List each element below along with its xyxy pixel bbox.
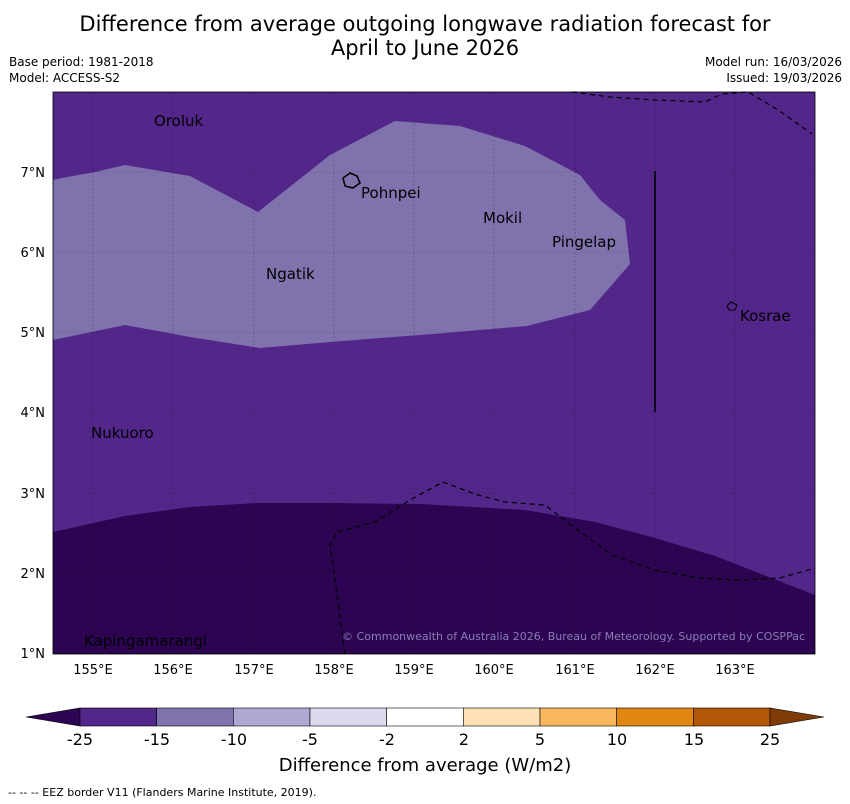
eez-borders	[329, 91, 816, 655]
map-figure: Oroluk Pohnpei Mokil Pingelap Ngatik Kos…	[21, 91, 816, 678]
lat-tick: 7°N	[21, 166, 46, 181]
colorbar-swatch	[386, 707, 464, 727]
base-period: Base period: 1981-2018	[9, 55, 154, 69]
model-name: Model: ACCESS-S2	[9, 71, 121, 85]
lon-tick: 159°E	[394, 663, 434, 678]
copyright-notice: © Commonwealth of Australia 2026, Bureau…	[342, 630, 805, 643]
colorbar-swatch	[463, 707, 541, 727]
place-names: Oroluk Pohnpei Mokil Pingelap Ngatik Kos…	[84, 112, 791, 650]
place-kapingamarangi: Kapingamarangi	[84, 632, 207, 650]
place-oroluk: Oroluk	[154, 112, 203, 130]
colorbar-swatch	[156, 707, 234, 727]
eez-footnote: -- -- -- EEZ border V11 (Flanders Marine…	[8, 786, 317, 799]
map-frame	[52, 91, 816, 655]
colorbar-label: 2	[458, 730, 470, 749]
band-minus15-minus10	[53, 121, 630, 348]
lon-tick: 162°E	[635, 663, 675, 678]
lon-tick: 155°E	[73, 663, 113, 678]
lat-axis: 7°N 6°N 5°N 4°N 3°N 2°N 1°N	[21, 166, 46, 662]
model-run: Model run: 16/03/2026	[704, 55, 842, 69]
lat-tick: 2°N	[21, 567, 46, 582]
chart-title: Difference from average outgoing longwav…	[0, 12, 850, 60]
colorbar-label: -25	[66, 730, 94, 749]
place-pohnpei: Pohnpei	[361, 184, 421, 202]
colorbar-label: -5	[302, 730, 318, 749]
place-kosrae: Kosrae	[740, 307, 791, 325]
place-pingelap: Pingelap	[552, 233, 616, 251]
lon-tick: 161°E	[555, 663, 595, 678]
lon-axis: 155°E 156°E 157°E 158°E 159°E 160°E 161°…	[73, 663, 755, 678]
colorbar-label: -2	[379, 730, 395, 749]
title-line-1: Difference from average outgoing longwav…	[79, 12, 771, 36]
lat-tick: 1°N	[21, 647, 46, 662]
issued-date: Issued: 19/03/2026	[726, 71, 842, 85]
pohnpei-island-shape	[342, 172, 361, 189]
colorbar-swatch	[539, 707, 617, 727]
lon-tick: 163°E	[715, 663, 755, 678]
lon-tick: 157°E	[234, 663, 274, 678]
colorbar-extend-high	[769, 707, 825, 727]
colorbar-swatch	[233, 707, 311, 727]
colorbar-label: 10	[606, 730, 628, 749]
colorbar-label: -10	[220, 730, 248, 749]
lon-tick: 156°E	[153, 663, 193, 678]
meta-right: Model run: 16/03/2026 Issued: 19/03/2026	[705, 54, 842, 86]
place-mokil: Mokil	[483, 209, 522, 227]
colorbar-label: -15	[143, 730, 171, 749]
colorbar-label: 15	[683, 730, 705, 749]
lat-tick: 5°N	[21, 326, 46, 341]
place-ngatik: Ngatik	[266, 265, 315, 283]
colorbar	[25, 707, 825, 727]
colorbar-label: 5	[534, 730, 546, 749]
lat-tick: 4°N	[21, 406, 46, 421]
lat-tick: 6°N	[21, 246, 46, 261]
kosrae-island-shape	[726, 301, 738, 311]
colorbar-swatches	[25, 707, 825, 727]
band-below-minus25	[53, 503, 815, 654]
colorbar-swatch	[309, 707, 387, 727]
lat-tick: 3°N	[21, 487, 46, 502]
title-line-2: April to June 2026	[330, 36, 520, 60]
colorbar-swatch	[616, 707, 694, 727]
lon-tick: 158°E	[314, 663, 354, 678]
colorbar-swatch	[79, 707, 157, 727]
meta-left: Base period: 1981-2018 Model: ACCESS-S2	[9, 54, 154, 86]
colorbar-swatch	[693, 707, 771, 727]
place-nukuoro: Nukuoro	[91, 424, 154, 442]
lon-tick: 160°E	[474, 663, 514, 678]
colorbar-extend-low	[25, 707, 81, 727]
colorbar-label: 25	[759, 730, 781, 749]
colorbar-title: Difference from average (W/m2)	[278, 755, 572, 776]
